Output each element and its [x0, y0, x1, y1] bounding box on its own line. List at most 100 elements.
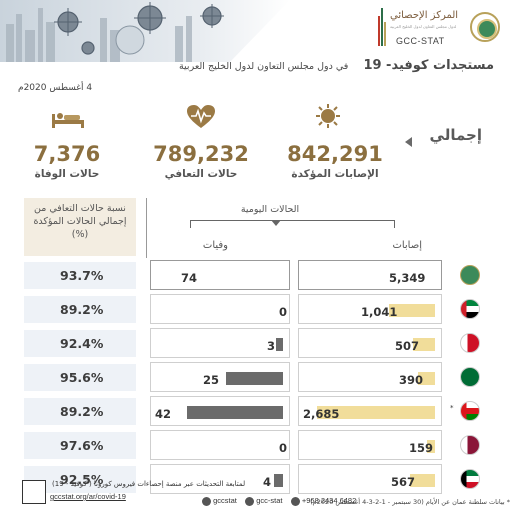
- divider: [146, 198, 147, 258]
- instagram-icon[interactable]: [245, 496, 255, 506]
- daily-deaths-cell: 25: [150, 362, 290, 392]
- daily-deaths-value: 0: [279, 305, 288, 319]
- recovery-rate: 89.2%: [60, 404, 104, 419]
- social-row: gccstat gcc-stat +968 2434 6482: [200, 496, 356, 506]
- table-row: 97.6% 0 159: [22, 428, 490, 462]
- recovery-cell: [24, 262, 136, 289]
- deaths-total: 7,376: [33, 142, 101, 166]
- deaths-bar: [187, 406, 283, 419]
- recovery-rate: 95.6%: [60, 370, 104, 385]
- whatsapp-number[interactable]: +968 2434 6482: [301, 496, 357, 505]
- recovery-cell: [24, 330, 136, 357]
- cases-bar: [413, 338, 435, 351]
- gcc-stat-logo: المركز الإحصائي لدول مجلس التعاون لدول ا…: [378, 6, 462, 52]
- recovery-header-cell: [24, 198, 136, 256]
- instagram-handle[interactable]: gcc-stat: [256, 496, 283, 505]
- recovery-header: نسبة حالات التعافي من إجمالي الحالات الم…: [33, 203, 127, 240]
- recovery-rate: 92.5%: [60, 472, 104, 487]
- table-row: 92.4% 3 507: [22, 326, 490, 360]
- table-row: 93.7% 74 5,349: [22, 258, 490, 292]
- daily-deaths-cell: 3: [150, 328, 290, 358]
- daily-cases-value: 507: [395, 339, 420, 353]
- daily-cases-cell: 390: [298, 362, 442, 392]
- deaths-bar: [276, 338, 283, 351]
- kuwait-flag-icon: [460, 469, 480, 489]
- recovered-label: حالات التعافي: [164, 168, 238, 180]
- daily-deaths-cell: 74: [150, 260, 290, 290]
- page-subtitle: في دول مجلس التعاون لدول الخليج العربية: [178, 61, 349, 72]
- daily-deaths-cell: 4: [150, 464, 290, 494]
- daily-cases-header: الحالات اليومية: [240, 204, 300, 215]
- daily-deaths-cell: 0: [150, 430, 290, 460]
- daily-cases-cell: 1,041: [298, 294, 442, 324]
- virus-icon: [316, 104, 340, 128]
- org-arabic-name: المركز الإحصائي: [390, 10, 459, 21]
- cases-bar: [418, 372, 435, 385]
- deaths-label: حالات الوفاة: [34, 168, 100, 180]
- recovery-rate: 92.4%: [60, 336, 104, 351]
- daily-cases-value: 2,685: [303, 407, 340, 421]
- daily-cases-value: 5,349: [389, 271, 426, 285]
- covid-banner-art: [0, 0, 290, 62]
- footnote-star: *: [450, 404, 454, 412]
- org-english-name: GCC-STAT: [396, 36, 445, 46]
- daily-deaths-value: 74: [181, 271, 198, 285]
- daily-cases-cell: 159: [298, 430, 442, 460]
- qatar-flag-icon: [460, 435, 480, 455]
- title-row: مستجدات كوفيد- 19 في دول مجلس التعاون لد…: [150, 54, 494, 76]
- total-label: إجمالي: [429, 126, 482, 144]
- triangle-left-icon: [405, 137, 412, 147]
- qr-code-icon[interactable]: [22, 480, 46, 504]
- recovery-rate: 89.2%: [60, 302, 104, 317]
- daily-cases-cell: 567: [298, 464, 442, 494]
- cases-bar: [427, 440, 435, 453]
- daily-cases-cell: 2,685: [298, 396, 442, 426]
- cases-bar: [389, 304, 435, 317]
- daily-deaths-value: 25: [203, 373, 220, 387]
- saudi-flag-icon: [460, 367, 480, 387]
- recovered-total: 789,232: [153, 142, 249, 166]
- recovery-rate: 93.7%: [60, 268, 104, 283]
- report-date: 4 أغسطس 2020م: [18, 83, 93, 93]
- daily-deaths-value: 42: [155, 407, 172, 421]
- header: المركز الإحصائي لدول مجلس التعاون لدول ا…: [0, 0, 512, 80]
- page-title: مستجدات كوفيد- 19: [363, 58, 494, 73]
- table-row: 92.5% 4 567: [22, 462, 490, 496]
- table-row: 89.2% 0 1,041: [22, 292, 490, 326]
- daily-cases-value: 390: [399, 373, 424, 387]
- bahrain-flag-icon: [460, 333, 480, 353]
- twitter-handle[interactable]: gccstat: [213, 496, 237, 505]
- daily-cases-cell: 507: [298, 328, 442, 358]
- footnote: * بيانات سلطنة عمان عن الأيام (30 سبتمبر…: [310, 498, 510, 506]
- daily-deaths-value: 0: [279, 441, 288, 455]
- cases-bar: [317, 406, 435, 419]
- bracket-pointer: [271, 220, 281, 226]
- confirmed-total: 842,291: [287, 142, 383, 166]
- whatsapp-icon[interactable]: [290, 496, 300, 506]
- daily-deaths-cell: 0: [150, 294, 290, 324]
- table-row: 95.6% 25 390: [22, 360, 490, 394]
- daily-cases-value: 1,041: [361, 305, 398, 319]
- deaths-column-header: وفيات: [202, 240, 228, 251]
- oman-flag-icon: [460, 401, 480, 421]
- covid-platform-link[interactable]: gccstat.org/ar/covid-19: [50, 492, 126, 501]
- heartbeat-icon: [187, 105, 215, 128]
- cases-column-header: إصابات: [392, 240, 422, 251]
- daily-cases-value: 159: [409, 441, 434, 455]
- daily-deaths-value: 4: [263, 475, 272, 489]
- recovery-cell: [24, 398, 136, 425]
- org-arabic-subname: لدول مجلس التعاون لدول الخليج العربية: [390, 24, 457, 29]
- daily-deaths-cell: 42: [150, 396, 290, 426]
- daily-cases-value: 567: [391, 475, 416, 489]
- platform-text: لمتابعة التحديثات عبر منصة إحصاءات فيروس…: [52, 480, 246, 488]
- gcc-emblem-icon: [460, 265, 480, 285]
- recovery-cell: [24, 432, 136, 459]
- twitter-icon[interactable]: [202, 496, 211, 506]
- gcc-emblem-icon: [470, 12, 500, 42]
- deaths-bar: [226, 372, 283, 385]
- daily-bracket: [190, 220, 395, 228]
- bed-patient-icon: [52, 113, 84, 128]
- recovery-cell: [24, 364, 136, 391]
- deaths-bar: [274, 474, 283, 487]
- daily-deaths-value: 3: [267, 339, 276, 353]
